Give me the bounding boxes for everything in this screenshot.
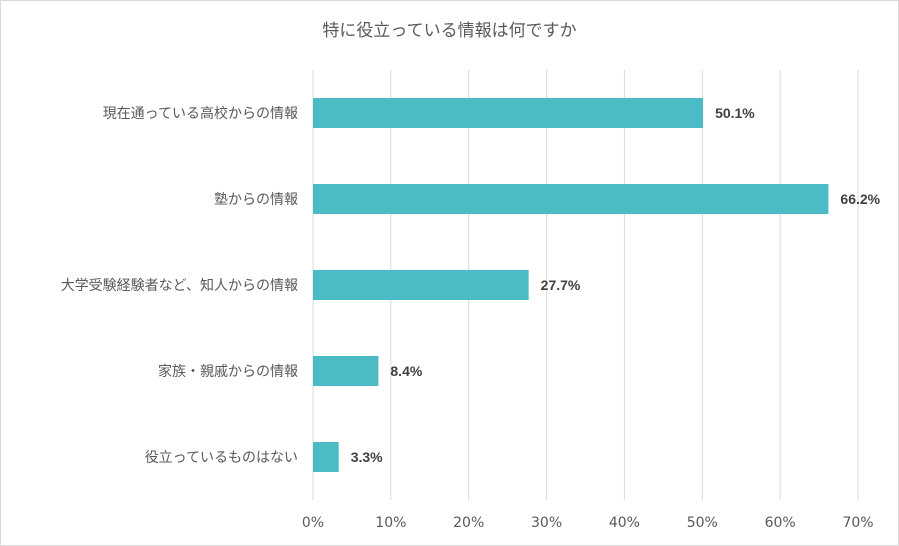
x-tick-label: 10% [375, 515, 406, 531]
data-label: 3.3% [351, 449, 383, 465]
bar [313, 98, 704, 128]
x-tick-label: 70% [842, 515, 873, 531]
x-tick-label: 40% [609, 515, 640, 531]
bar [313, 270, 529, 300]
data-label: 8.4% [390, 363, 422, 379]
category-label: 現在通っている高校からの情報 [103, 105, 298, 122]
x-tick-label: 20% [453, 515, 484, 531]
x-tick-label: 0% [302, 515, 324, 531]
category-label: 家族・親戚からの情報 [158, 363, 298, 380]
x-tick-label: 30% [531, 515, 562, 531]
chart-title: 特に役立っている情報は何ですか [322, 21, 577, 41]
category-label: 大学受験経験者など、知人からの情報 [61, 277, 298, 294]
category-label: 役立っているものはない [145, 450, 298, 466]
bar [313, 356, 379, 386]
data-label: 50.1% [715, 105, 755, 121]
x-tick-label: 60% [765, 515, 796, 531]
category-label: 塾からの情報 [214, 192, 298, 208]
bar [313, 184, 829, 214]
bar [313, 442, 339, 472]
x-tick-label: 50% [687, 515, 718, 531]
data-label: 66.2% [840, 191, 880, 207]
data-label: 27.7% [541, 277, 581, 293]
